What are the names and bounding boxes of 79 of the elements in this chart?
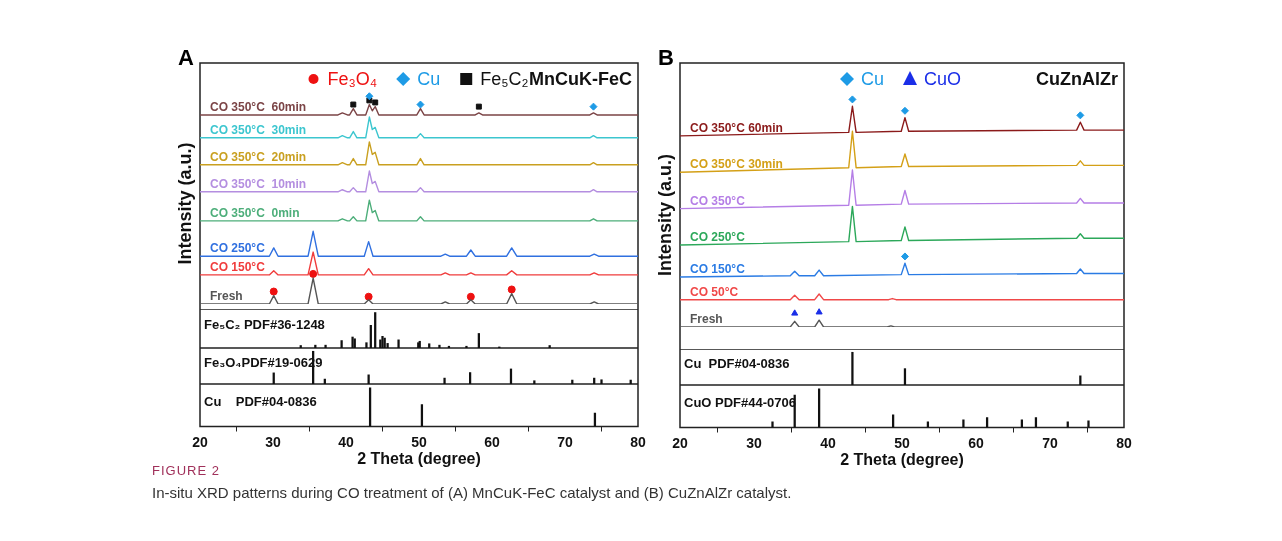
series-label: CO 50°C — [690, 284, 739, 299]
x-tick-label: 70 — [1042, 434, 1058, 451]
y-axis-title: Intensity (a.u.) — [654, 153, 675, 277]
bar — [340, 340, 343, 348]
point — [309, 269, 318, 278]
bar — [1087, 420, 1090, 428]
series-label: CO 350°C 60min — [210, 99, 307, 114]
y-axis-title: Intensity (a.u.) — [174, 142, 195, 265]
series-label: CO 150°C — [210, 259, 266, 274]
series-label: CO 350°C 30min — [210, 122, 307, 137]
x-tick-label: 80 — [630, 433, 646, 450]
text: In-situ XRD patterns during CO treatment of (A) MnCuK-FeC catalyst and (B) CuZnAlZr catalyst. — [152, 484, 793, 501]
x-tick-label: 60 — [484, 433, 500, 450]
legend-label: CuO — [924, 69, 962, 89]
text: Cu PDF#04-0836 — [684, 355, 790, 371]
bar — [365, 342, 368, 348]
point — [1076, 111, 1085, 120]
point — [848, 95, 857, 104]
x-tick-label: 20 — [192, 433, 208, 450]
x-axis-title: 2 Theta (degree) — [357, 449, 481, 467]
series-label: CO 250°C — [210, 241, 266, 256]
x-tick-label: 40 — [338, 433, 354, 450]
bar — [443, 377, 446, 384]
bar — [533, 380, 536, 384]
series-label: CO 350°C 10min — [210, 176, 307, 191]
series-label: CO 250°C — [690, 230, 746, 245]
point — [466, 292, 475, 301]
x-tick-label: 80 — [1116, 434, 1132, 451]
point — [416, 100, 425, 109]
bar — [397, 339, 400, 348]
point — [900, 252, 909, 261]
series-label: CO 150°C — [690, 261, 746, 276]
point — [364, 292, 373, 301]
point — [372, 99, 379, 106]
text: MnCuK-FeC — [529, 69, 632, 89]
series-label: CO 350°C 60min — [690, 120, 783, 135]
legend-label: Cu — [860, 69, 885, 89]
series-label: CO 350°C 20min — [210, 149, 307, 164]
point — [507, 285, 516, 294]
bar — [962, 419, 965, 428]
series-label: Fresh — [210, 289, 243, 303]
x-tick-label: 20 — [672, 434, 688, 451]
x-axis-title: 2 Theta (degree) — [840, 450, 964, 468]
bar — [299, 345, 302, 348]
x-tick-label: 50 — [411, 433, 427, 450]
x-tick-label: 40 — [820, 434, 836, 451]
text: CuZnAlZr — [1036, 69, 1118, 89]
point — [900, 106, 909, 115]
x-tick-label: 70 — [557, 433, 573, 450]
point — [350, 101, 357, 108]
bar — [771, 421, 774, 428]
bar — [428, 343, 431, 348]
series-label: CO 350°C — [690, 193, 746, 208]
bar — [600, 379, 603, 384]
x-tick-label: 60 — [968, 434, 984, 451]
caption: FIGURE 2 — [152, 463, 220, 478]
bar — [465, 345, 468, 348]
x-tick-label: 30 — [746, 434, 762, 451]
point — [791, 309, 799, 316]
series-label: CO 350°C 30min — [690, 157, 783, 172]
legend-label: Cu — [417, 69, 441, 89]
x-tick-label: 50 — [894, 434, 910, 451]
series-label: Fresh — [690, 312, 723, 326]
point — [475, 103, 482, 110]
legend-label: Fe₃O₄ — [327, 69, 378, 89]
chart-title: B — [658, 45, 674, 70]
series-label: Fe₅C₂ PDF#36-1248 — [204, 317, 325, 333]
chart-title: A — [178, 45, 194, 70]
point — [269, 287, 278, 296]
x-tick-label: 30 — [265, 433, 281, 450]
bar — [324, 344, 327, 348]
bar — [548, 345, 551, 348]
point — [365, 92, 374, 101]
point — [815, 308, 823, 315]
text: Cu PDF#04-0836 — [204, 393, 317, 409]
series-label: CO 350°C 0min — [210, 205, 300, 220]
point — [589, 102, 598, 111]
legend-label: Fe₅C₂ — [480, 69, 529, 89]
bar — [438, 344, 441, 348]
